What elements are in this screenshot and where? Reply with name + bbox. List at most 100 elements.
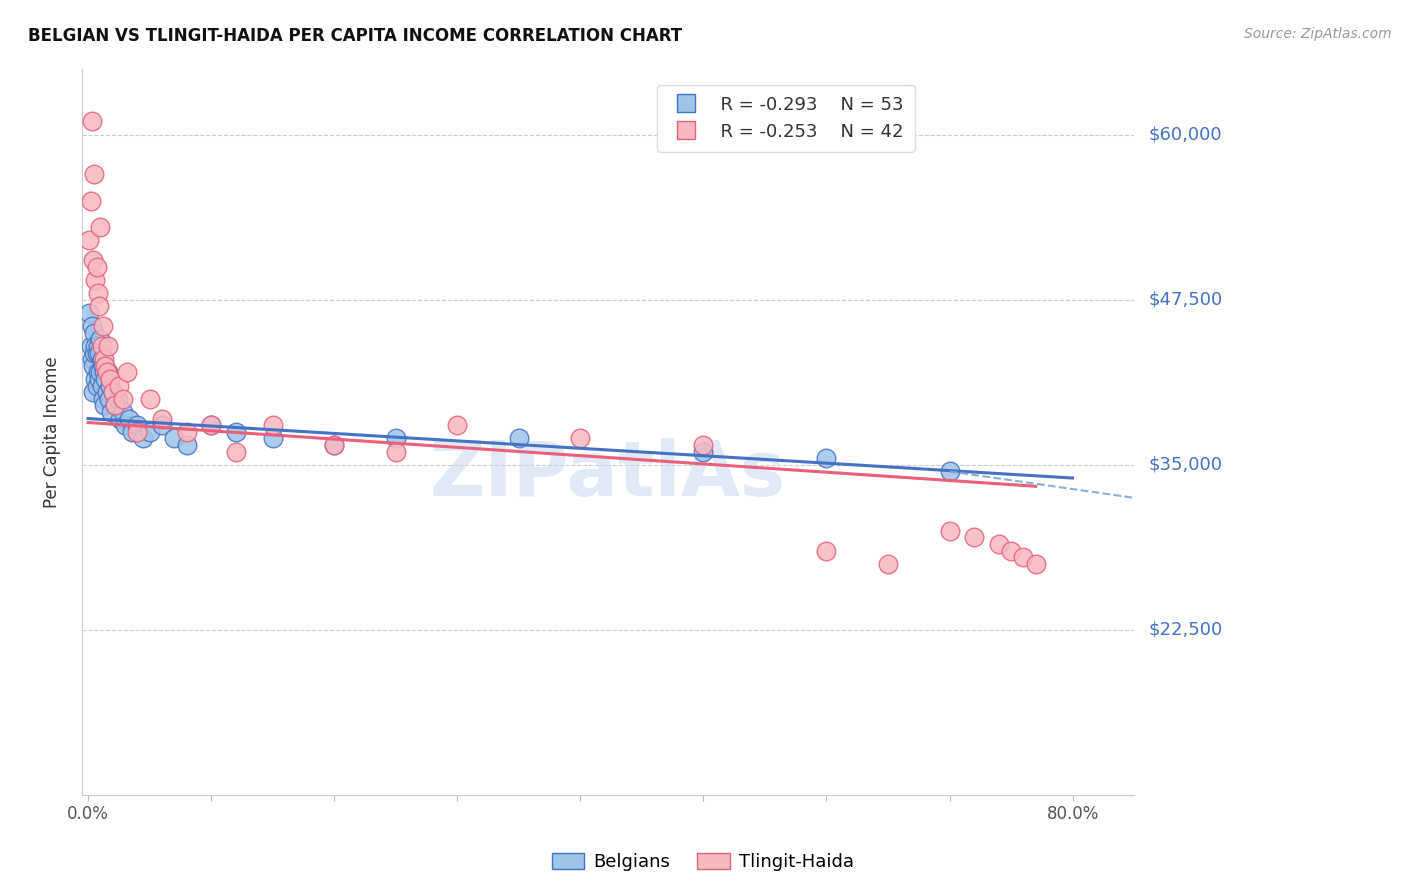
Point bbox=[262, 431, 284, 445]
Point bbox=[82, 359, 104, 373]
Point bbox=[89, 372, 111, 386]
Point bbox=[89, 365, 111, 379]
Point bbox=[89, 345, 111, 359]
Text: ZIPatlAs: ZIPatlAs bbox=[430, 438, 786, 512]
Point bbox=[98, 392, 121, 406]
Point bbox=[86, 345, 108, 359]
Point bbox=[692, 438, 714, 452]
Point bbox=[323, 438, 346, 452]
Point bbox=[938, 464, 960, 478]
Point bbox=[82, 253, 104, 268]
Point bbox=[569, 431, 592, 445]
Point bbox=[86, 260, 108, 274]
Point bbox=[100, 405, 122, 419]
Point bbox=[90, 339, 112, 353]
Point bbox=[91, 392, 114, 406]
Point bbox=[97, 339, 120, 353]
Point bbox=[384, 431, 406, 445]
Point bbox=[815, 451, 838, 466]
Point bbox=[83, 345, 105, 359]
Point bbox=[963, 531, 986, 545]
Point bbox=[93, 398, 115, 412]
Point bbox=[225, 425, 247, 439]
Point bbox=[114, 418, 136, 433]
Point bbox=[96, 365, 118, 379]
Point bbox=[90, 378, 112, 392]
Point bbox=[93, 365, 115, 379]
Point bbox=[84, 339, 107, 353]
Text: BELGIAN VS TLINGIT-HAIDA PER CAPITA INCOME CORRELATION CHART: BELGIAN VS TLINGIT-HAIDA PER CAPITA INCO… bbox=[28, 27, 682, 45]
Point bbox=[138, 425, 160, 439]
Point bbox=[1025, 557, 1047, 571]
Point bbox=[84, 273, 107, 287]
Point bbox=[877, 557, 900, 571]
Point bbox=[82, 385, 104, 400]
Text: $22,500: $22,500 bbox=[1149, 621, 1222, 639]
Point bbox=[98, 372, 121, 386]
Point bbox=[80, 352, 103, 367]
Point bbox=[108, 411, 131, 425]
Point bbox=[150, 411, 173, 425]
Point bbox=[87, 286, 110, 301]
Point bbox=[89, 332, 111, 346]
Point bbox=[90, 352, 112, 367]
Point bbox=[117, 365, 139, 379]
Point bbox=[89, 220, 111, 235]
Point bbox=[87, 365, 110, 379]
Point bbox=[127, 425, 149, 439]
Point bbox=[89, 299, 111, 313]
Point bbox=[108, 378, 131, 392]
Point bbox=[111, 392, 134, 406]
Point bbox=[80, 114, 103, 128]
Point bbox=[87, 339, 110, 353]
Point bbox=[94, 359, 117, 373]
Point bbox=[815, 543, 838, 558]
Text: $60,000: $60,000 bbox=[1149, 126, 1222, 144]
Point bbox=[262, 418, 284, 433]
Point bbox=[200, 418, 222, 433]
Point bbox=[163, 431, 186, 445]
Point bbox=[83, 167, 105, 181]
Point bbox=[91, 319, 114, 334]
Y-axis label: Per Capita Income: Per Capita Income bbox=[44, 356, 60, 508]
Point bbox=[200, 418, 222, 433]
Point bbox=[384, 444, 406, 458]
Text: $47,500: $47,500 bbox=[1149, 291, 1222, 309]
Point bbox=[225, 444, 247, 458]
Legend:   R = -0.293    N = 53,   R = -0.253    N = 42: R = -0.293 N = 53, R = -0.253 N = 42 bbox=[657, 85, 915, 152]
Point bbox=[86, 378, 108, 392]
Legend: Belgians, Tlingit-Haida: Belgians, Tlingit-Haida bbox=[544, 846, 862, 879]
Point bbox=[1012, 550, 1035, 565]
Point bbox=[94, 372, 117, 386]
Point bbox=[79, 194, 101, 208]
Point bbox=[79, 306, 101, 320]
Point bbox=[176, 425, 198, 439]
Point bbox=[83, 326, 105, 340]
Point bbox=[91, 359, 114, 373]
Point bbox=[104, 398, 127, 412]
Point bbox=[79, 233, 101, 247]
Point bbox=[97, 365, 120, 379]
Point bbox=[93, 352, 115, 367]
Point bbox=[323, 438, 346, 452]
Point bbox=[101, 385, 124, 400]
Text: Source: ZipAtlas.com: Source: ZipAtlas.com bbox=[1244, 27, 1392, 41]
Point bbox=[79, 339, 101, 353]
Point bbox=[127, 418, 149, 433]
Point bbox=[132, 431, 155, 445]
Point bbox=[84, 372, 107, 386]
Point bbox=[446, 418, 468, 433]
Point bbox=[104, 398, 127, 412]
Point bbox=[96, 385, 118, 400]
Point bbox=[938, 524, 960, 538]
Point bbox=[508, 431, 530, 445]
Point bbox=[1000, 543, 1022, 558]
Point bbox=[111, 405, 134, 419]
Point bbox=[101, 385, 124, 400]
Point bbox=[98, 378, 121, 392]
Point bbox=[692, 444, 714, 458]
Point bbox=[987, 537, 1010, 551]
Point bbox=[138, 392, 160, 406]
Point bbox=[176, 438, 198, 452]
Point bbox=[121, 425, 143, 439]
